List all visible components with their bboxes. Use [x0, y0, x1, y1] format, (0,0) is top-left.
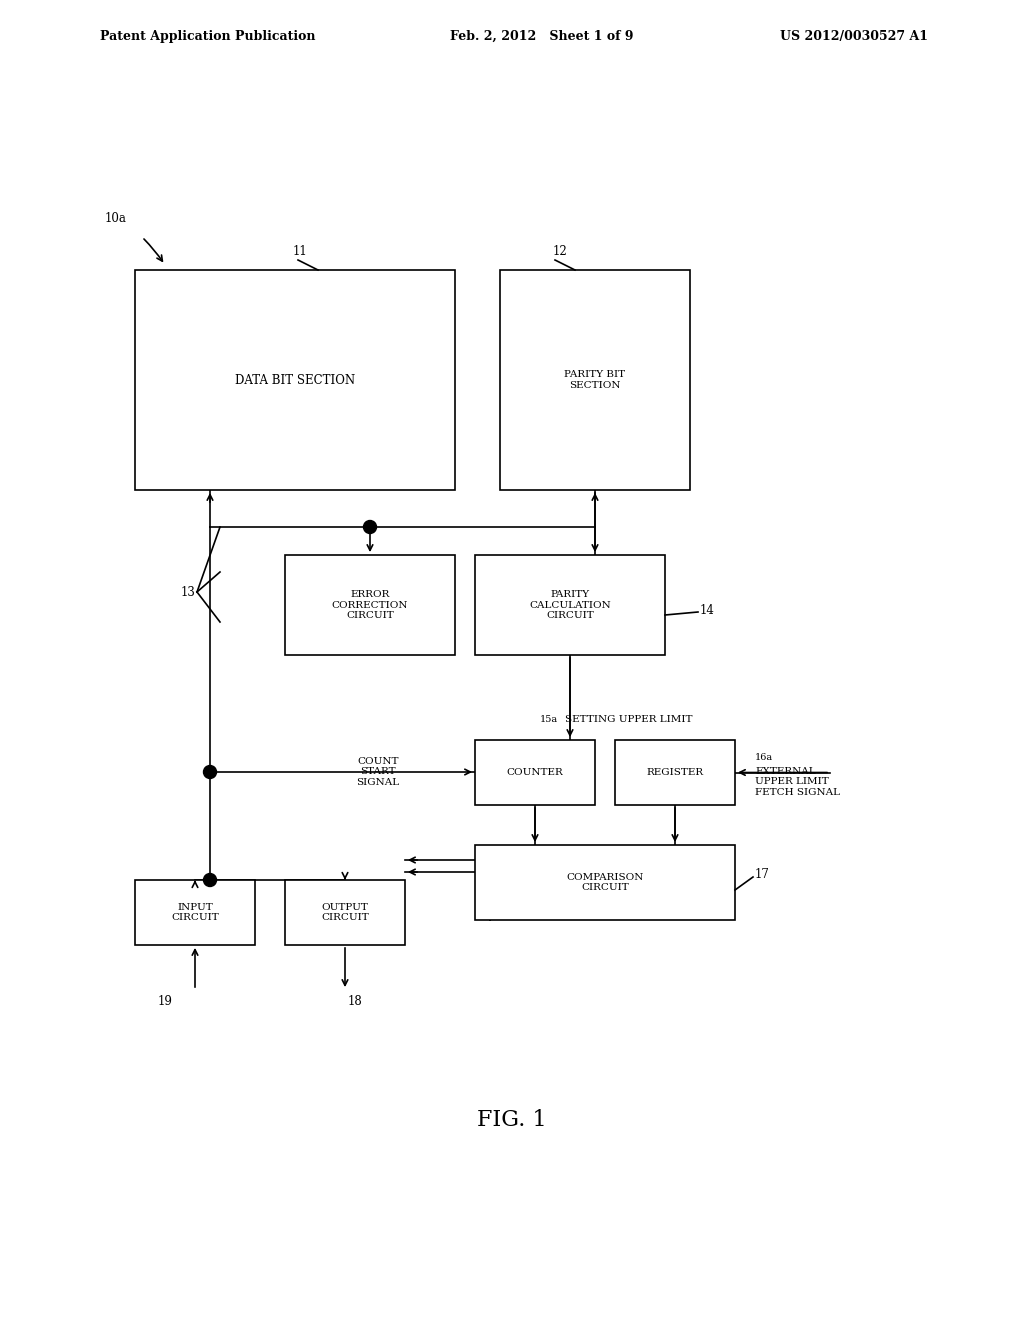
Text: 18: 18 [347, 995, 362, 1008]
Text: FIG. 1: FIG. 1 [477, 1109, 547, 1131]
Text: OUTPUT
CIRCUIT: OUTPUT CIRCUIT [322, 903, 369, 923]
Circle shape [204, 766, 216, 779]
FancyBboxPatch shape [135, 271, 455, 490]
FancyBboxPatch shape [285, 880, 406, 945]
Text: COUNT
START
SIGNAL: COUNT START SIGNAL [356, 758, 399, 787]
Text: 19: 19 [158, 995, 172, 1008]
Text: ERROR
CORRECTION
CIRCUIT: ERROR CORRECTION CIRCUIT [332, 590, 409, 620]
Text: COMPARISON
CIRCUIT: COMPARISON CIRCUIT [566, 873, 644, 892]
Text: US 2012/0030527 A1: US 2012/0030527 A1 [780, 30, 928, 44]
FancyBboxPatch shape [135, 880, 255, 945]
Text: PARITY BIT
SECTION: PARITY BIT SECTION [564, 371, 626, 389]
Text: 14: 14 [700, 603, 715, 616]
FancyBboxPatch shape [475, 741, 595, 805]
Text: Feb. 2, 2012   Sheet 1 of 9: Feb. 2, 2012 Sheet 1 of 9 [450, 30, 634, 44]
Circle shape [364, 520, 377, 533]
Text: 17: 17 [755, 869, 770, 882]
Text: 16a: 16a [755, 754, 773, 763]
Text: PARITY
CALCULATION
CIRCUIT: PARITY CALCULATION CIRCUIT [529, 590, 611, 620]
FancyBboxPatch shape [475, 554, 665, 655]
FancyBboxPatch shape [285, 554, 455, 655]
FancyBboxPatch shape [475, 845, 735, 920]
Text: COUNTER: COUNTER [507, 768, 563, 777]
Text: Patent Application Publication: Patent Application Publication [100, 30, 315, 44]
Text: 11: 11 [293, 246, 307, 257]
Text: INPUT
CIRCUIT: INPUT CIRCUIT [171, 903, 219, 923]
Text: 12: 12 [553, 246, 567, 257]
Text: DATA BIT SECTION: DATA BIT SECTION [234, 374, 355, 387]
Text: REGISTER: REGISTER [646, 768, 703, 777]
FancyBboxPatch shape [500, 271, 690, 490]
Text: 10a: 10a [105, 213, 127, 224]
Text: SETTING UPPER LIMIT: SETTING UPPER LIMIT [565, 715, 692, 725]
Text: 15a: 15a [540, 715, 558, 725]
FancyBboxPatch shape [615, 741, 735, 805]
Circle shape [204, 874, 216, 887]
Text: EXTERNAL
UPPER LIMIT
FETCH SIGNAL: EXTERNAL UPPER LIMIT FETCH SIGNAL [755, 767, 840, 797]
Text: 13: 13 [180, 586, 195, 598]
